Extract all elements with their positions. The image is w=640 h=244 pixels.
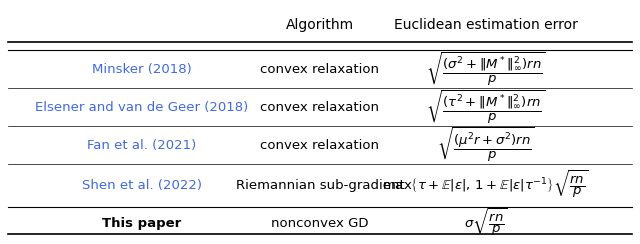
Text: Elsener and van de Geer (2018): Elsener and van de Geer (2018) xyxy=(35,101,248,113)
Text: convex relaxation: convex relaxation xyxy=(260,62,380,76)
Text: $\sqrt{\dfrac{(\sigma^2+\|M^*\|_\infty^2)rn}{p}}$: $\sqrt{\dfrac{(\sigma^2+\|M^*\|_\infty^2… xyxy=(426,50,545,88)
Text: This paper: This paper xyxy=(102,217,181,230)
Text: $\max\left\{\tau+\mathbb{E}|\varepsilon|,\, 1+\mathbb{E}|\varepsilon|\tau^{-1}\r: $\max\left\{\tau+\mathbb{E}|\varepsilon|… xyxy=(383,169,589,201)
Text: $\sqrt{\dfrac{(\mu^2 r+\sigma^2)rn}{p}}$: $\sqrt{\dfrac{(\mu^2 r+\sigma^2)rn}{p}}$ xyxy=(436,126,534,164)
Text: Euclidean estimation error: Euclidean estimation error xyxy=(394,18,578,32)
Text: $\sqrt{\dfrac{(\tau^2+\|M^*\|_\infty^2)rn}{p}}$: $\sqrt{\dfrac{(\tau^2+\|M^*\|_\infty^2)r… xyxy=(426,88,545,126)
Text: nonconvex GD: nonconvex GD xyxy=(271,217,369,230)
Text: $\sigma\sqrt{\dfrac{rn}{p}}$: $\sigma\sqrt{\dfrac{rn}{p}}$ xyxy=(464,207,508,239)
Text: Shen et al. (2022): Shen et al. (2022) xyxy=(81,179,202,192)
Text: convex relaxation: convex relaxation xyxy=(260,101,380,113)
Text: Fan et al. (2021): Fan et al. (2021) xyxy=(87,139,196,152)
Text: convex relaxation: convex relaxation xyxy=(260,139,380,152)
Text: Riemannian sub-gradient: Riemannian sub-gradient xyxy=(236,179,404,192)
Text: Algorithm: Algorithm xyxy=(286,18,354,32)
Text: Minsker (2018): Minsker (2018) xyxy=(92,62,191,76)
